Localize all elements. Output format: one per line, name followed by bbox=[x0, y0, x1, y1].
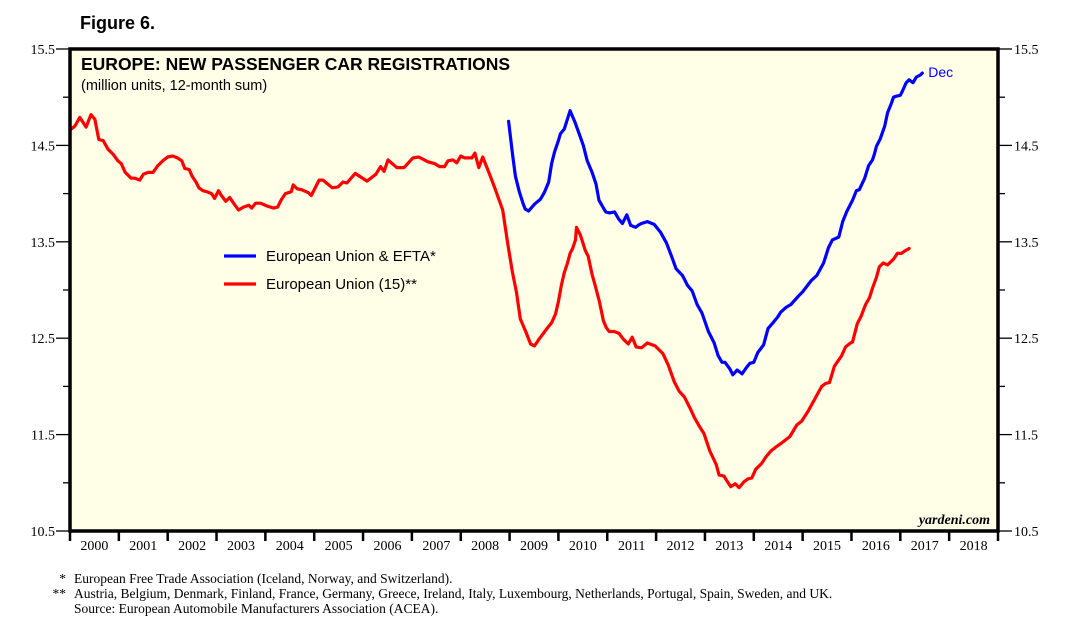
x-tick-label: 2000 bbox=[80, 539, 108, 554]
x-tick-label: 2018 bbox=[960, 539, 988, 554]
y-tick-label-right: 13.5 bbox=[1014, 236, 1039, 251]
x-tick-label: 2012 bbox=[667, 539, 695, 554]
y-tick-label-left: 10.5 bbox=[31, 525, 56, 540]
watermark: yardeni.com bbox=[917, 513, 990, 528]
y-tick-label-right: 14.5 bbox=[1014, 139, 1039, 154]
x-tick-label: 2006 bbox=[373, 539, 401, 554]
series-layer: Dec bbox=[68, 64, 953, 490]
x-tick-label: 2011 bbox=[618, 539, 645, 554]
x-tick-label: 2005 bbox=[325, 539, 353, 554]
y-tick-label-left: 15.5 bbox=[31, 43, 56, 58]
x-tick-label: 2016 bbox=[862, 539, 890, 554]
y-tick-label-right: 10.5 bbox=[1014, 525, 1039, 540]
series-line-eu-efta bbox=[507, 71, 924, 377]
axes-layer: 10.5 10.5 11.5 11.5 12.5 12.5 13.5 13.5 14.5 14.5… bbox=[31, 43, 1039, 554]
footnote-mark: ** bbox=[52, 586, 67, 601]
y-tick-label-right: 11.5 bbox=[1014, 429, 1038, 444]
footnote-text: European Free Trade Association (Iceland… bbox=[74, 571, 453, 586]
legend: European Union & EFTA* European Union (15… bbox=[224, 248, 436, 293]
x-tick-label: 2001 bbox=[129, 539, 157, 554]
x-tick-label: 2014 bbox=[764, 539, 792, 554]
y-tick-label-left: 13.5 bbox=[31, 236, 56, 251]
chart-title: EUROPE: NEW PASSENGER CAR REGISTRATIONS bbox=[81, 54, 510, 74]
y-tick-label-left: 11.5 bbox=[31, 429, 55, 444]
y-tick-label-left: 14.5 bbox=[31, 139, 56, 154]
footnote-text: Source: European Automobile Manufacturer… bbox=[74, 601, 439, 616]
legend-label: European Union & EFTA* bbox=[266, 248, 436, 265]
legend-label: European Union (15)** bbox=[266, 276, 417, 293]
x-tick-label: 2009 bbox=[520, 539, 548, 554]
footnote-efta: * European Free Trade Association (Icela… bbox=[42, 571, 832, 586]
series-line-eu15 bbox=[68, 113, 911, 490]
footnote-mark bbox=[42, 601, 74, 616]
x-tick-label: 2003 bbox=[227, 539, 255, 554]
end-label-dec: Dec bbox=[928, 64, 953, 80]
plot-background bbox=[70, 49, 998, 531]
figure-label: Figure 6. bbox=[80, 13, 156, 33]
footnotes: * European Free Trade Association (Icela… bbox=[42, 571, 833, 616]
y-tick-label-left: 12.5 bbox=[31, 332, 56, 347]
footnote-mark: * bbox=[59, 571, 66, 586]
y-tick-label-right: 15.5 bbox=[1014, 43, 1039, 58]
x-tick-label: 2008 bbox=[471, 539, 499, 554]
x-tick-label: 2013 bbox=[715, 539, 743, 554]
chart-subtitle: (million units, 12-month sum) bbox=[81, 78, 267, 94]
x-tick-label: 2004 bbox=[276, 539, 304, 554]
x-tick-label: 2017 bbox=[911, 539, 939, 554]
y-tick-label-right: 12.5 bbox=[1014, 332, 1039, 347]
x-tick-label: 2010 bbox=[569, 539, 597, 554]
footnote-eu15: ** Austria, Belgium, Denmark, Finland, F… bbox=[42, 586, 833, 601]
footnote-text: Austria, Belgium, Denmark, Finland, Fran… bbox=[74, 586, 833, 601]
x-tick-label: 2015 bbox=[813, 539, 841, 554]
x-tick-label: 2002 bbox=[178, 539, 206, 554]
x-tick-label: 2007 bbox=[422, 539, 450, 554]
footnote-source: Source: European Automobile Manufacturer… bbox=[42, 601, 832, 616]
